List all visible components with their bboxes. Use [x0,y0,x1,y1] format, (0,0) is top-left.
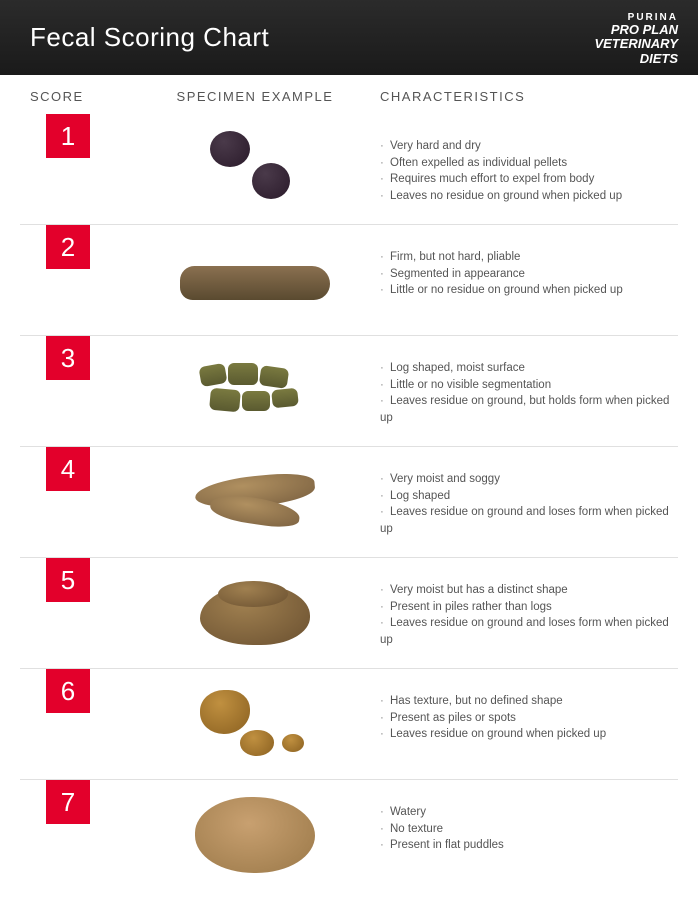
list-item: Very moist and soggy [380,471,678,488]
specimen-cell [140,231,370,327]
specimen-icon [170,234,340,324]
specimen-cell [140,564,370,660]
list-item: Present in piles rather than logs [380,599,678,616]
table-row: 7 Watery No texture Present in flat pudd… [20,780,678,890]
score-badge: 6 [46,669,90,713]
col-characteristics: CHARACTERISTICS [370,89,678,104]
list-item: Often expelled as individual pellets [380,155,678,172]
characteristics-list: Firm, but not hard, pliable Segmented in… [380,249,678,299]
score-badge: 3 [46,336,90,380]
specimen-cell [140,453,370,549]
column-headers: SCORE SPECIMEN EXAMPLE CHARACTERISTICS [0,75,698,114]
table-row: 4 Very moist and soggy Log shaped Leaves… [20,447,678,558]
table-row: 3 Log shaped, moist surface Little or no… [20,336,678,447]
header: Fecal Scoring Chart PURINA PRO PLAN VETE… [0,0,698,75]
specimen-icon [170,123,340,213]
brand-line3: VETERINARY [594,37,678,51]
specimen-icon [170,456,340,546]
specimen-cell [140,342,370,438]
characteristics-list: Log shaped, moist surface Little or no v… [380,360,678,427]
score-badge: 4 [46,447,90,491]
specimen-icon [170,567,340,657]
score-badge: 1 [46,114,90,158]
characteristics-list: Watery No texture Present in flat puddle… [380,804,678,854]
specimen-cell [140,120,370,216]
list-item: Watery [380,804,678,821]
table-row: 6 Has texture, but no defined shape Pres… [20,669,678,780]
page-title: Fecal Scoring Chart [30,22,269,53]
score-badge: 7 [46,780,90,824]
list-item: Very moist but has a distinct shape [380,582,678,599]
brand-line2: PRO PLAN [594,23,678,37]
score-badge: 2 [46,225,90,269]
characteristics-list: Has texture, but no defined shape Presen… [380,693,678,743]
list-item: Firm, but not hard, pliable [380,249,678,266]
characteristics-cell: Has texture, but no defined shape Presen… [370,675,678,743]
list-item: Leaves no residue on ground when picked … [380,188,678,205]
list-item: Little or no visible segmentation [380,377,678,394]
characteristics-cell: Log shaped, moist surface Little or no v… [370,342,678,427]
characteristics-cell: Watery No texture Present in flat puddle… [370,786,678,854]
brand-logo: PURINA PRO PLAN VETERINARY DIETS [594,12,678,66]
list-item: Segmented in appearance [380,266,678,283]
table-row: 5 Very moist but has a distinct shape Pr… [20,558,678,669]
list-item: Leaves residue on ground when picked up [380,726,678,743]
characteristics-cell: Very moist but has a distinct shape Pres… [370,564,678,649]
characteristics-cell: Very moist and soggy Log shaped Leaves r… [370,453,678,538]
list-item: No texture [380,821,678,838]
list-item: Little or no residue on ground when pick… [380,282,678,299]
list-item: Log shaped, moist surface [380,360,678,377]
characteristics-cell: Very hard and dry Often expelled as indi… [370,120,678,205]
list-item: Very hard and dry [380,138,678,155]
specimen-icon [170,789,340,879]
list-item: Has texture, but no defined shape [380,693,678,710]
list-item: Log shaped [380,488,678,505]
col-specimen: SPECIMEN EXAMPLE [140,89,370,104]
list-item: Leaves residue on ground and loses form … [380,615,678,648]
rows-container: 1 Very hard and dry Often expelled as in… [0,114,698,890]
specimen-icon [170,678,340,768]
list-item: Present in flat puddles [380,837,678,854]
list-item: Requires much effort to expel from body [380,171,678,188]
list-item: Present as piles or spots [380,710,678,727]
table-row: 1 Very hard and dry Often expelled as in… [20,114,678,225]
brand-line4: DIETS [594,52,678,66]
characteristics-list: Very moist and soggy Log shaped Leaves r… [380,471,678,538]
specimen-icon [170,345,340,435]
characteristics-cell: Firm, but not hard, pliable Segmented in… [370,231,678,299]
table-row: 2 Firm, but not hard, pliable Segmented … [20,225,678,336]
list-item: Leaves residue on ground, but holds form… [380,393,678,426]
characteristics-list: Very moist but has a distinct shape Pres… [380,582,678,649]
specimen-cell [140,675,370,771]
specimen-cell [140,786,370,882]
score-badge: 5 [46,558,90,602]
col-score: SCORE [20,89,140,104]
list-item: Leaves residue on ground and loses form … [380,504,678,537]
characteristics-list: Very hard and dry Often expelled as indi… [380,138,678,205]
